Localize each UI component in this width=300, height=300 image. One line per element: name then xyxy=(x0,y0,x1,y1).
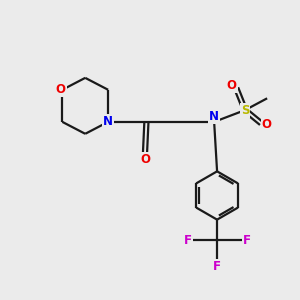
Text: S: S xyxy=(241,103,249,117)
Text: F: F xyxy=(213,260,221,273)
Text: O: O xyxy=(56,83,66,96)
Text: F: F xyxy=(242,234,250,247)
Text: O: O xyxy=(140,153,150,166)
Text: O: O xyxy=(227,79,237,92)
Text: N: N xyxy=(209,110,219,123)
Text: F: F xyxy=(184,234,192,247)
Text: O: O xyxy=(262,118,272,131)
Text: N: N xyxy=(103,115,113,128)
